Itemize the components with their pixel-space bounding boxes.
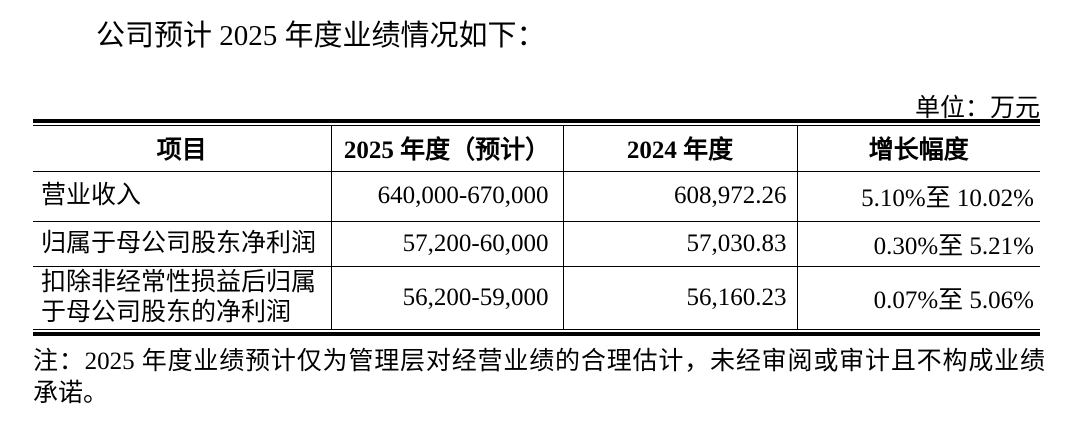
- section-title: 公司预计 2025 年度业绩情况如下：: [96, 20, 546, 52]
- footnote: 注：2025 年度业绩预计仅为管理层对经营业绩的合理估计，未经审阅或审计且不构成…: [33, 346, 1045, 410]
- col-header-2024: 2024 年度: [563, 126, 798, 172]
- cell-2025-forecast: 640,000-670,000: [331, 171, 564, 221]
- table-row: 营业收入 640,000-670,000 608,972.26 5.10%至 1…: [33, 171, 1040, 221]
- cell-growth: 0.07%至 5.06%: [873, 286, 1034, 314]
- unit-label: 单位：万元: [914, 95, 1040, 122]
- cell-item: 扣除非经常性损益后归属于母公司股东的净利润: [33, 266, 332, 329]
- col-header-growth: 增长幅度: [797, 126, 1040, 172]
- cell-item: 归属于母公司股东净利润: [33, 221, 332, 266]
- cell-2025-forecast: 57,200-60,000: [331, 221, 564, 266]
- table-row: 扣除非经常性损益后归属于母公司股东的净利润 56,200-59,000 56,1…: [33, 266, 1040, 329]
- cell-growth: 0.30%至 5.21%: [873, 232, 1034, 260]
- col-header-item: 项目: [33, 126, 332, 172]
- table-bottom-rule: [33, 329, 1040, 336]
- table-header-row: 项目 2025 年度（预计） 2024 年度 增长幅度: [33, 126, 1040, 172]
- table-top-rule: [33, 119, 1040, 126]
- cell-2024-actual: 57,030.83: [563, 221, 798, 266]
- cell-2025-forecast: 56,200-59,000: [331, 266, 564, 329]
- cell-item: 营业收入: [33, 171, 332, 221]
- cell-2024-actual: 608,972.26: [563, 171, 798, 221]
- cell-growth: 5.10%至 10.02%: [861, 185, 1034, 212]
- table-grid: 项目 2025 年度（预计） 2024 年度 增长幅度 营业收入 640,000…: [33, 126, 1040, 329]
- table-row: 归属于母公司股东净利润 57,200-60,000 57,030.83 0.30…: [33, 221, 1040, 266]
- col-header-2025-forecast: 2025 年度（预计）: [331, 126, 564, 172]
- performance-forecast-table: 项目 2025 年度（预计） 2024 年度 增长幅度 营业收入 640,000…: [33, 119, 1040, 336]
- footnote-line-1: 注：2025 年度业绩预计仅为管理层对经营业绩的合理估计，未经审阅或审计且不构成…: [33, 348, 1045, 375]
- cell-2024-actual: 56,160.23: [563, 266, 798, 329]
- footnote-line-2: 承诺。: [33, 380, 109, 407]
